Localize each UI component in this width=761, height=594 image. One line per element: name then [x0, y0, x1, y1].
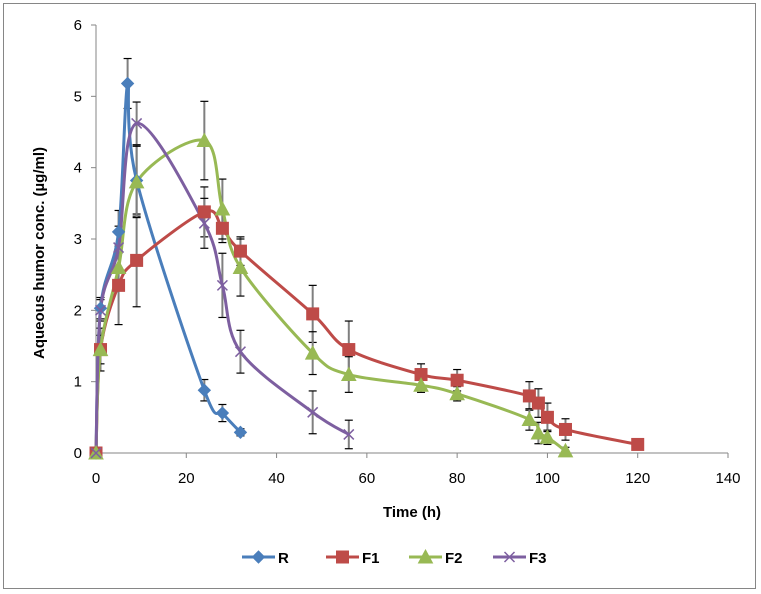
data-point-f1: [540, 410, 554, 424]
x-tick-label: 60: [359, 470, 376, 487]
data-point-r: [197, 383, 212, 397]
legend-item-f3: F3: [493, 550, 547, 567]
legend-marker-r: [251, 550, 266, 564]
series-markers: [88, 76, 645, 460]
y-tick-label: 4: [74, 160, 82, 177]
data-point-f1: [342, 343, 356, 357]
data-point-f1: [215, 221, 229, 235]
data-point-f1: [631, 437, 645, 451]
data-point-f2: [128, 173, 145, 189]
data-point-f2: [196, 132, 213, 148]
series-line-f3: [94, 121, 350, 454]
data-point-f2: [304, 345, 321, 360]
data-point-f3: [198, 217, 210, 229]
legend-marker-f3: [503, 551, 516, 563]
legend-label: F1: [362, 550, 380, 567]
data-point-f2: [449, 385, 465, 401]
data-point-f1: [558, 422, 572, 436]
legend: R F1 F2 F3: [242, 548, 547, 567]
data-point-f2: [539, 429, 556, 444]
x-tick-label: 100: [535, 470, 560, 487]
legend-item-r: R: [242, 550, 289, 567]
data-point-f2: [340, 366, 357, 382]
y-tick-label: 5: [74, 88, 82, 105]
legend-label: R: [278, 550, 289, 567]
data-point-f2: [214, 200, 231, 216]
data-point-f2: [557, 442, 574, 458]
data-point-f3: [343, 428, 355, 440]
x-axis-title: Time (h): [383, 504, 441, 521]
data-point-f2: [530, 424, 547, 440]
error-bars: [96, 57, 570, 454]
data-point-f3: [113, 242, 125, 254]
data-point-f2: [92, 341, 109, 357]
y-tick-label: 1: [74, 374, 82, 391]
data-point-r: [215, 406, 230, 420]
x-ticks: 0 20 40 60 80 100 120 140: [92, 453, 741, 487]
data-point-r: [111, 225, 126, 239]
data-point-f1: [112, 278, 126, 292]
data-point-f2: [232, 259, 249, 275]
y-tick-label: 0: [74, 445, 82, 462]
y-tick-label: 2: [74, 302, 82, 319]
y-axis-title: Aqueous humor conc. (µg/ml): [31, 147, 48, 359]
data-point-f1: [531, 396, 545, 410]
legend-item-f2: F2: [409, 548, 463, 567]
x-tick-label: 0: [92, 470, 100, 487]
data-point-f3: [90, 447, 102, 459]
x-tick-label: 120: [625, 470, 650, 487]
series-line-f1: [94, 209, 639, 454]
x-tick-label: 40: [268, 470, 285, 487]
data-point-f3: [131, 117, 143, 129]
legend-label: F3: [529, 550, 547, 567]
data-point-f3: [234, 346, 246, 358]
data-point-r: [120, 76, 135, 91]
series-line-f2: [94, 138, 567, 454]
x-tick-label: 80: [449, 470, 466, 487]
data-point-f2: [521, 411, 538, 426]
series-lines: [94, 81, 639, 454]
data-point-r: [233, 425, 248, 440]
data-point-f3: [307, 406, 319, 418]
y-ticks: 0 1 2 3 4 5 6: [74, 17, 96, 462]
legend-marker-f2: [417, 548, 434, 564]
legend-item-f1: F1: [326, 550, 380, 567]
x-tick-label: 140: [715, 470, 740, 487]
data-point-f1: [130, 253, 144, 267]
legend-label: F2: [445, 550, 463, 567]
y-tick-label: 3: [74, 231, 82, 248]
data-point-f1: [306, 307, 320, 321]
x-tick-label: 20: [178, 470, 195, 487]
data-point-f1: [233, 244, 247, 258]
data-point-f2: [110, 259, 127, 275]
data-point-f3: [216, 279, 228, 291]
data-point-f1: [197, 205, 211, 219]
data-point-f3: [94, 304, 107, 316]
y-tick-label: 6: [74, 17, 82, 34]
data-point-f2: [413, 377, 429, 392]
data-point-f1: [450, 373, 464, 387]
axes: [95, 25, 728, 454]
legend-marker-f1: [336, 550, 349, 564]
